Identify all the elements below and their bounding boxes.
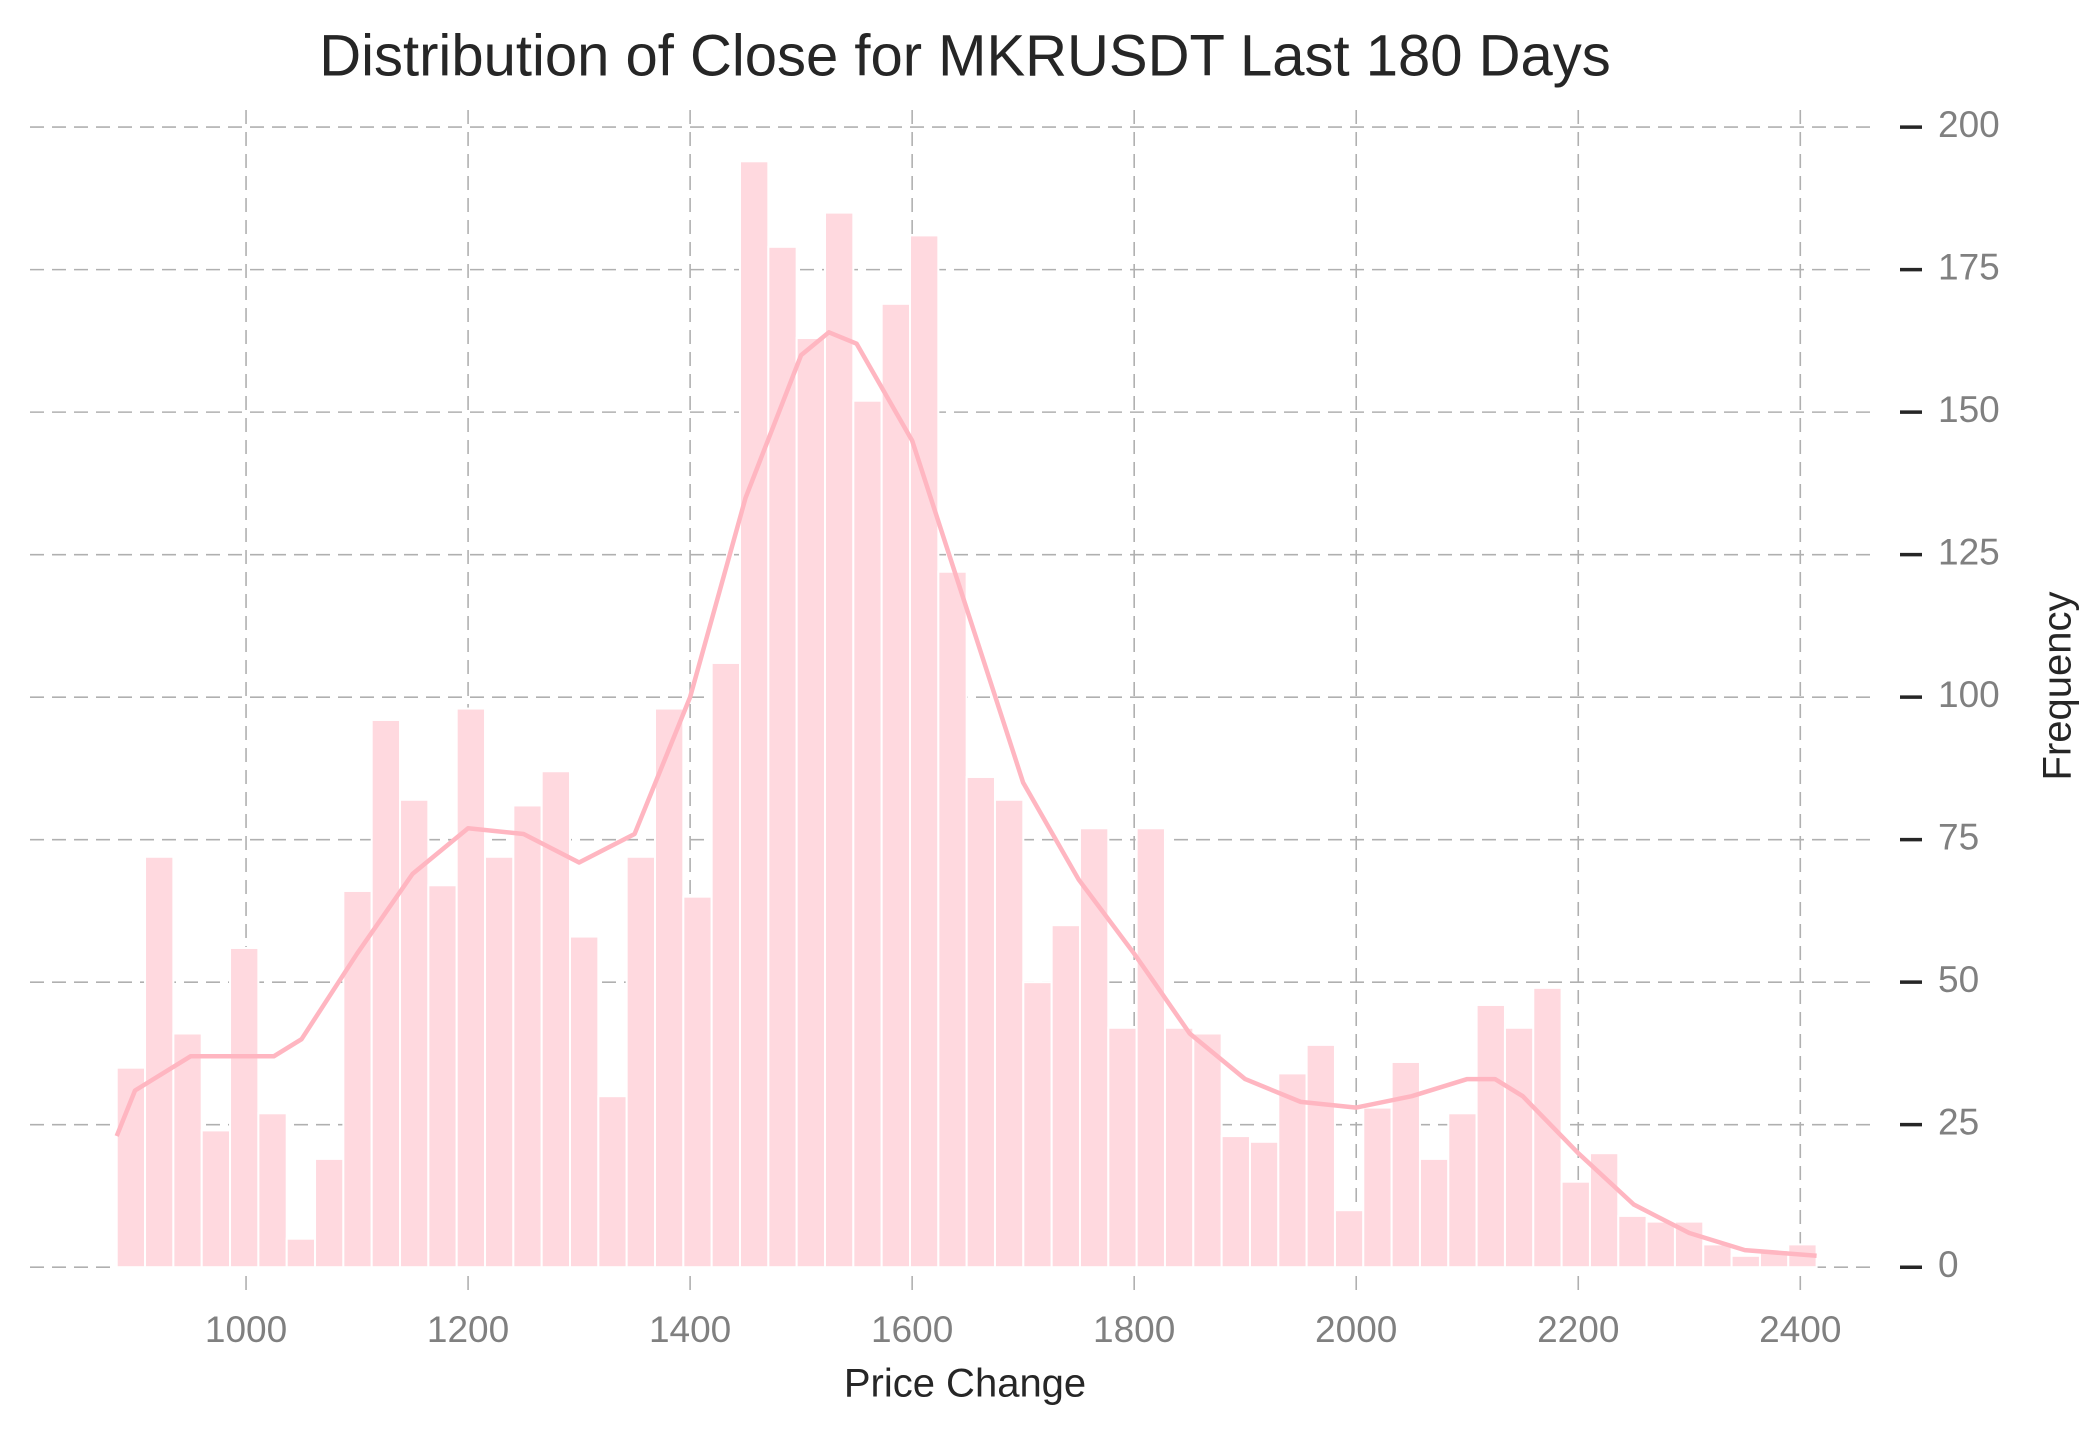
bar [739,160,770,1269]
bar [1050,924,1081,1269]
bar [710,661,742,1269]
bar [1220,1135,1251,1269]
bar [427,884,458,1269]
y-tick-label: 75 [1938,816,1979,857]
bar [1730,1254,1761,1269]
bar [1418,1157,1450,1269]
y-tick-label: 0 [1938,1244,1959,1285]
bar [767,245,798,1269]
bar [1135,827,1166,1269]
x-tick-label: 1400 [649,1309,731,1350]
x-axis-label: Price Change [844,1362,1086,1406]
bar [229,946,260,1269]
bar [314,1157,345,1269]
bar [484,855,515,1269]
bar [1107,1026,1138,1269]
bar [908,234,940,1269]
bar [795,337,826,1269]
x-tick-label: 1000 [205,1309,287,1350]
x-tick-label: 2000 [1315,1309,1397,1350]
bar [654,707,685,1269]
bar [172,1032,203,1269]
bar [1560,1180,1591,1269]
bar [965,775,996,1269]
x-tick-label: 1600 [871,1309,953,1350]
bar [937,570,968,1269]
bar [1362,1106,1393,1269]
x-tick-label: 1800 [1093,1309,1175,1350]
bar [512,804,543,1269]
bar [682,895,713,1269]
y-tick-label: 25 [1938,1101,1979,1142]
bar [1305,1043,1336,1269]
bar [993,798,1025,1269]
bar [597,1095,628,1269]
bar [1447,1112,1478,1269]
bar [455,707,487,1269]
bar [1475,1003,1506,1269]
bar [625,855,657,1269]
bar [1248,1140,1280,1269]
y-tick-label: 50 [1938,959,1979,1000]
y-tick-label: 200 [1938,104,2000,145]
y-tick-label: 125 [1938,531,2000,572]
bar [880,302,911,1269]
bar [144,855,175,1269]
bar [1702,1243,1733,1269]
bar [200,1129,232,1269]
bar [569,935,600,1269]
bar [1588,1152,1620,1269]
bar [370,718,402,1269]
bar [823,211,855,1269]
y-tick-label: 175 [1938,246,2000,287]
chart-title: Distribution of Close for MKRUSDT Last 1… [319,23,1611,88]
x-tick-label: 1200 [427,1309,509,1350]
bar [342,889,373,1269]
bar [1022,981,1053,1269]
bar [1617,1214,1648,1269]
y-tick-label: 100 [1938,674,2000,715]
bar [399,798,430,1269]
bar [1192,1032,1223,1269]
bar [852,399,883,1269]
bar [1078,827,1110,1269]
bar [1645,1220,1676,1269]
bar [1163,1026,1195,1269]
x-tick-label: 2200 [1537,1309,1619,1350]
y-axis-label: Frequency [2036,592,2080,781]
x-tick-label: 2400 [1759,1309,1841,1350]
y-tick-label: 150 [1938,389,2000,430]
bar [1532,986,1563,1269]
bar [1333,1209,1365,1269]
kde-line [114,330,1817,1259]
bar [1503,1026,1535,1269]
bar [257,1112,288,1269]
bar [285,1237,317,1269]
